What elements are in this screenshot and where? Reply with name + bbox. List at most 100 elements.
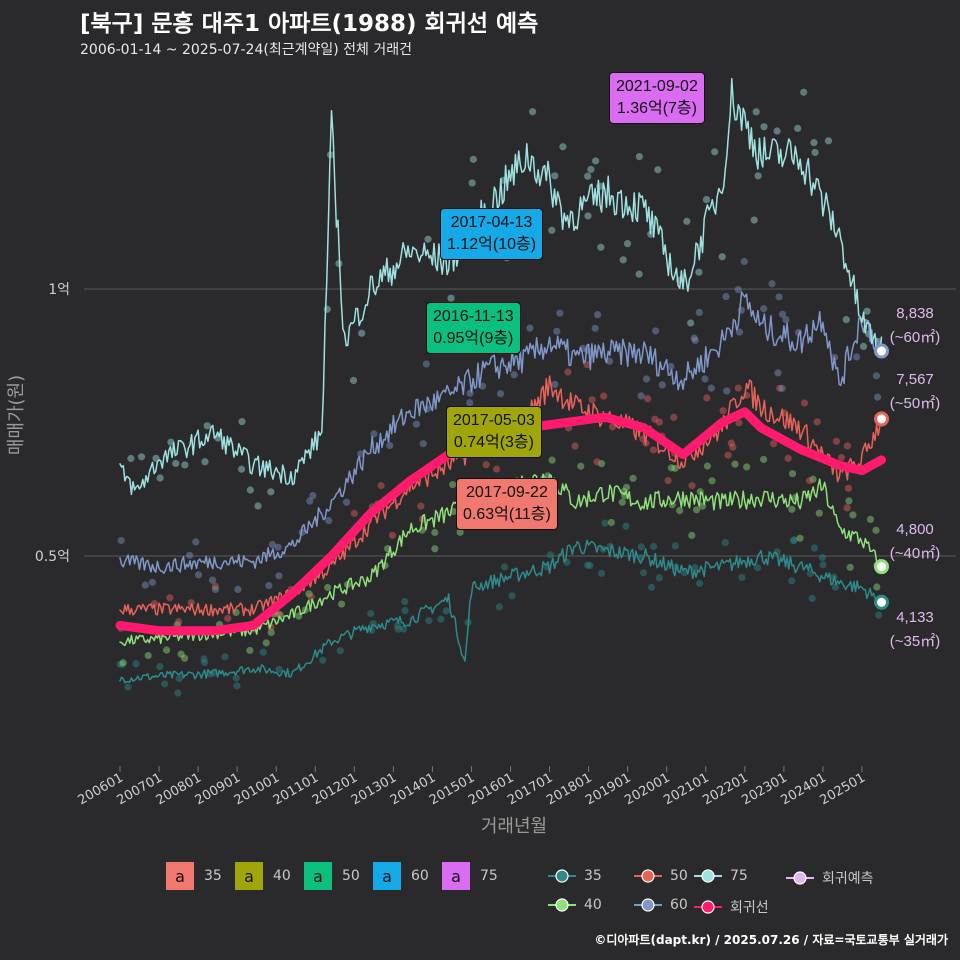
legend-line-label: 회귀선 [730, 900, 769, 916]
scatter-point [831, 583, 840, 591]
scatter-point [843, 442, 851, 450]
scatter-point [117, 536, 125, 545]
scatter-point [597, 460, 606, 468]
scatter-point [265, 582, 273, 590]
scatter-point [526, 324, 534, 332]
annotation-price: 0.95억(9층) [433, 330, 514, 347]
legend-line-item: 회귀예측 [786, 868, 874, 888]
scatter-point [262, 639, 270, 647]
end-label-value: 8,838 [896, 305, 934, 322]
scatter-point [843, 504, 851, 512]
legend-line-label: 50 [670, 868, 688, 884]
scatter-point [144, 651, 152, 660]
end-label-40: 4,800 (~40㎡) [878, 518, 952, 566]
end-label-60: 8,838 (~60㎡) [878, 302, 952, 350]
x-tick-label: 202501 [818, 770, 868, 808]
scatter-point [495, 603, 503, 611]
scatter-point [181, 461, 189, 469]
scatter-point [211, 582, 219, 591]
scatter-point [548, 456, 556, 464]
scatter-point [707, 384, 715, 392]
scatter-point [703, 462, 712, 470]
end-label-value: 4,133 [896, 609, 934, 626]
scatter-point [172, 459, 180, 468]
scatter-point [528, 108, 537, 116]
scatter-point [782, 316, 790, 324]
scatter-point [267, 628, 275, 637]
series-line-60 [119, 291, 883, 575]
scatter-point [667, 362, 675, 371]
scatter-point [845, 497, 853, 505]
scatter-point [201, 458, 209, 466]
series-line-35 [119, 539, 883, 684]
scatter-point [267, 488, 275, 496]
end-label-area: (~60㎡) [889, 329, 941, 346]
scatter-point [600, 392, 608, 400]
end-label-50: 7,567 (~50㎡) [878, 368, 952, 416]
x-axis: 2006012007012008012009012010012011012012… [76, 766, 868, 808]
scatter-point [194, 571, 203, 579]
scatter-point [275, 572, 283, 580]
scatter-point [276, 611, 284, 619]
chart-subtitle: 2006-01-14 ~ 2025-07-24(최근계약일) 전체 거래건 [80, 42, 412, 58]
scatter-point [221, 653, 229, 661]
annotation-50: 2016-11-13 0.95억(9층) [426, 302, 521, 354]
legend-fill-label: 60 [411, 868, 429, 884]
scatter-point [187, 599, 195, 607]
scatter-point [386, 441, 394, 450]
annotation-date: 2016-11-13 [433, 308, 514, 325]
scatter-point [606, 542, 614, 550]
scatter-point [842, 316, 850, 324]
annotation-price: 1.12억(10층) [447, 236, 537, 253]
legend-fill-label: 40 [273, 868, 291, 884]
scatter-point [571, 442, 579, 450]
x-axis-title: 거래년월 [481, 816, 547, 837]
scatter-point [800, 399, 809, 407]
scatter-point [667, 464, 675, 472]
legend-line-item: 75 [694, 868, 748, 884]
scatter-point [691, 336, 699, 344]
scatter-point [875, 611, 883, 619]
scatter-point [774, 369, 782, 377]
scatter-point [859, 342, 868, 351]
scatter-point [203, 422, 211, 430]
scatter-point [729, 443, 737, 451]
scatter-point [696, 579, 704, 587]
scatter-point [214, 434, 222, 442]
grid [84, 288, 956, 557]
annotation-60: 2017-04-13 1.12억(10층) [440, 208, 544, 260]
legend-fill-item: a 50 [304, 862, 360, 890]
scatter-point [810, 544, 819, 552]
scatter-point [447, 294, 455, 302]
scatter-point [466, 399, 474, 407]
scatter-point [350, 509, 358, 517]
legend-line-swatch [548, 898, 576, 912]
scatter-point [794, 124, 802, 132]
scatter-point [305, 590, 313, 598]
scatter-point [768, 280, 776, 288]
scatter-point [324, 583, 332, 592]
scatter-point [388, 531, 397, 539]
annotation-price: 0.74억(3층) [453, 434, 534, 451]
legend-line-item: 40 [548, 897, 602, 913]
scatter-point [832, 437, 840, 445]
scatter-point [844, 484, 853, 492]
scatter-point [208, 576, 217, 584]
scatter-point [644, 395, 652, 403]
scatter-point [637, 392, 645, 400]
y-tick-label: 0.5억 [35, 549, 70, 565]
scatter-point [584, 172, 592, 180]
scatter-point [492, 465, 501, 473]
legend-line-swatch [634, 898, 662, 912]
scatter-point [811, 148, 819, 157]
scatter-point [591, 324, 599, 332]
scatter-point [775, 293, 783, 301]
scatter-point [688, 531, 696, 539]
scatter-point [551, 172, 559, 180]
scatter-point [683, 217, 691, 225]
scatter-point [309, 491, 317, 500]
scatter-point [546, 551, 555, 559]
scatter-point [510, 371, 518, 379]
scatter-point [399, 625, 408, 633]
scatter-point [588, 396, 596, 404]
